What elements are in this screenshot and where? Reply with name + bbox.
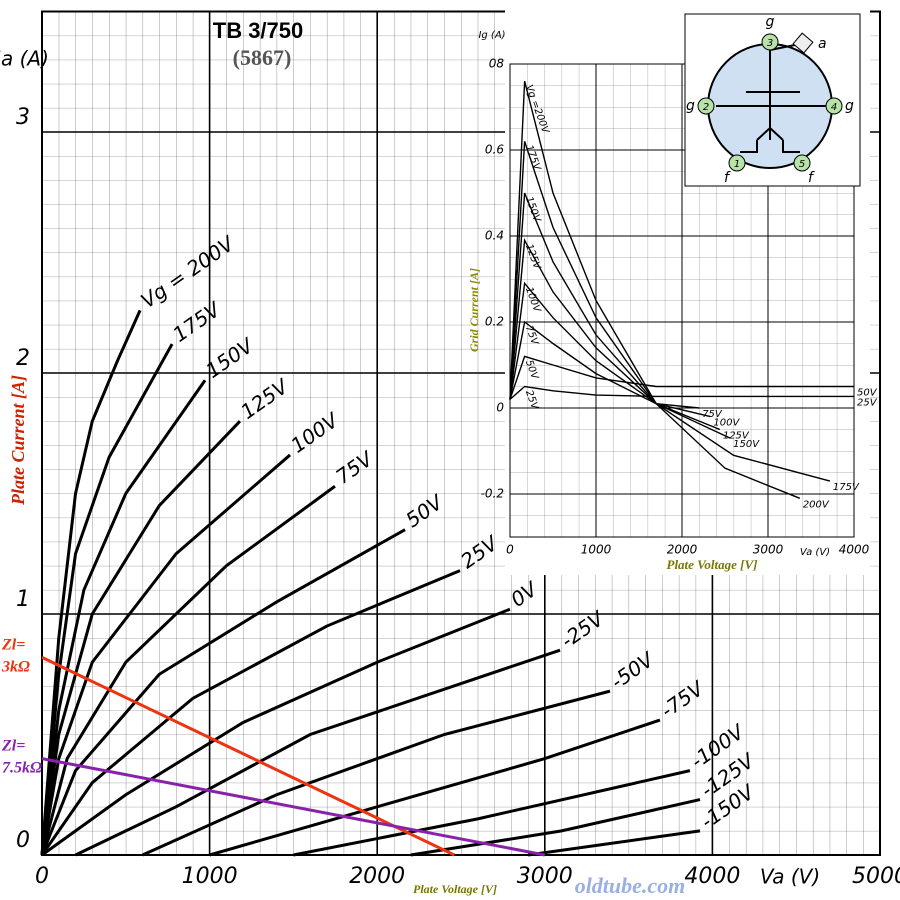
curve — [509, 281, 711, 418]
curve — [41, 656, 455, 857]
curve — [41, 757, 546, 857]
y-tick-label: 3 — [16, 105, 30, 130]
y-tick-label: 0 — [496, 401, 504, 415]
pin-label: g — [766, 14, 775, 30]
curve — [41, 607, 511, 857]
curve — [40, 453, 292, 856]
series-end-label: 175V — [833, 482, 860, 493]
x-axis-unit: Va (V) — [760, 865, 820, 889]
series-end-label: 100V — [713, 418, 740, 429]
curve — [509, 385, 854, 400]
pin — [697, 97, 715, 115]
curve — [509, 141, 831, 482]
x-tick-label: 4000 — [684, 864, 740, 889]
x-tick-label: 2000 — [667, 543, 698, 557]
curve — [527, 829, 701, 857]
x-tick-label: 0 — [35, 864, 49, 889]
pin-label: a — [818, 36, 827, 52]
y-tick-label: 0 — [16, 828, 30, 853]
chart-title: TB 3/750 — [213, 18, 304, 43]
watermark: oldtube.com — [575, 873, 686, 898]
pin — [728, 154, 746, 172]
curve — [509, 355, 854, 400]
pin-number: 4 — [831, 102, 837, 113]
pin-label: g — [845, 98, 854, 114]
pin-label: f — [724, 170, 731, 186]
curve — [509, 81, 801, 499]
pin-number: 2 — [703, 102, 709, 113]
series-end-label: 150V — [733, 439, 760, 450]
y-tick-label: 08 — [489, 57, 505, 71]
series-end-label: 200V — [803, 499, 830, 510]
pin-label: g — [686, 98, 695, 114]
series-end-label: 50V — [857, 388, 878, 399]
pin — [825, 97, 843, 115]
y-tick-label: 2 — [16, 346, 30, 371]
inset-plot: -0.2 0 0.2 0.4 0.6 08 0 1000 2000 3000 4000 Grid Cu… — [467, 30, 878, 572]
plot-frame — [509, 63, 855, 538]
curve — [40, 420, 242, 856]
curve — [509, 237, 721, 431]
curve — [40, 485, 336, 856]
chart-subtitle: (5867) — [233, 45, 292, 70]
anode-cap — [792, 32, 814, 54]
x-tick-label: 5000 — [852, 864, 900, 889]
series-end-label: 25V — [857, 397, 878, 408]
pin-label: f — [808, 170, 815, 186]
load-line-label: Zl= 7.5kΩ — [1, 737, 42, 776]
curve — [410, 798, 701, 857]
plot-frame — [41, 10, 881, 856]
x-axis-unit: Va (V) — [800, 547, 830, 558]
x-tick-label: 2000 — [349, 864, 405, 889]
curve — [293, 769, 691, 857]
pin — [793, 154, 811, 172]
x-axis-title: Plate Voltage [V] — [413, 882, 497, 896]
x-tick-label: 0 — [506, 543, 514, 557]
pin — [761, 33, 779, 51]
curve — [40, 379, 207, 856]
tube-electrodes — [716, 44, 826, 153]
curve — [40, 309, 142, 856]
curve — [509, 320, 700, 409]
x-tick-label: 1000 — [581, 543, 612, 557]
x-tick-label: 3000 — [517, 864, 573, 889]
pin-number: 1 — [734, 159, 740, 170]
y-tick-label: 0.4 — [485, 229, 504, 243]
y-axis-title: Grid Current [A] — [467, 268, 481, 352]
pin-number: 5 — [799, 159, 805, 170]
y-axis-unit: Ia (A) — [0, 47, 49, 71]
y-axis-title: Plate Current [A] — [8, 375, 28, 506]
curve — [209, 718, 661, 857]
pin-number: 3 — [767, 38, 773, 49]
x-axis-title: Plate Voltage [V] — [667, 557, 758, 572]
y-tick-label: 0.2 — [485, 315, 504, 329]
series-end-label: 125V — [723, 431, 750, 442]
load-line-label: Zl= 3kΩ — [1, 636, 30, 675]
curve — [40, 569, 461, 856]
curve — [74, 648, 561, 857]
x-tick-label: 4000 — [839, 543, 870, 557]
tube-diagram: g 3 a g 2 4 g 1 f 5 f — [684, 13, 861, 187]
curve — [40, 343, 174, 856]
y-tick-label: -0.2 — [481, 487, 504, 501]
series-end-label: 75V — [702, 409, 723, 420]
x-tick-label: 1000 — [182, 864, 238, 889]
curve — [40, 528, 406, 856]
y-tick-label: 1 — [16, 587, 30, 612]
curve — [141, 689, 611, 857]
y-axis-unit: Ig (A) — [478, 30, 505, 41]
y-tick-label: 0.6 — [485, 143, 504, 157]
x-tick-label: 3000 — [753, 543, 784, 557]
